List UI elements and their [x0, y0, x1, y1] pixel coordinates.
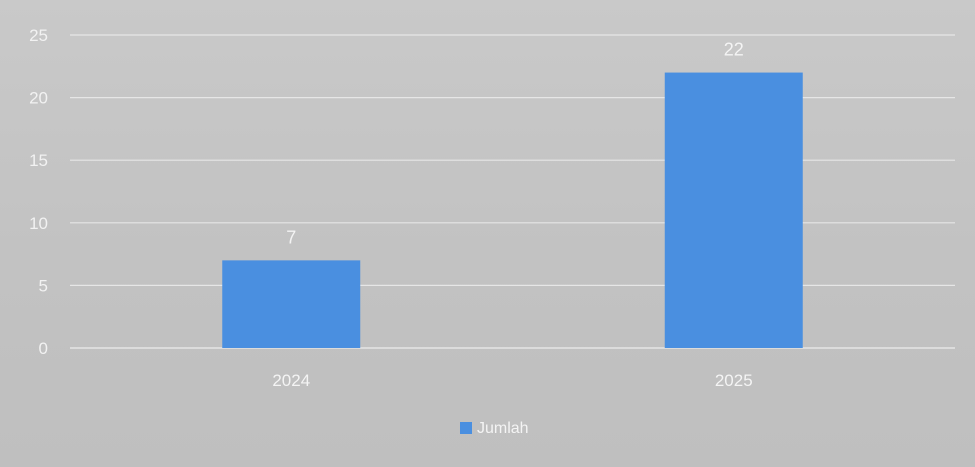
bar-2025	[664, 72, 803, 348]
y-tick-label: 5	[39, 276, 48, 295]
data-label: 22	[724, 40, 744, 60]
data-label: 7	[286, 227, 296, 247]
y-tick-label: 15	[29, 151, 48, 170]
bar-2024	[222, 260, 361, 348]
y-tick-label: 20	[29, 89, 48, 108]
y-tick-label: 0	[39, 339, 48, 358]
y-tick-label: 25	[29, 26, 48, 45]
y-tick-label: 10	[29, 214, 48, 233]
x-category-label: 2025	[715, 371, 753, 390]
legend-swatch	[460, 422, 472, 434]
x-category-label: 2024	[272, 371, 310, 390]
legend-label: Jumlah	[477, 420, 529, 437]
